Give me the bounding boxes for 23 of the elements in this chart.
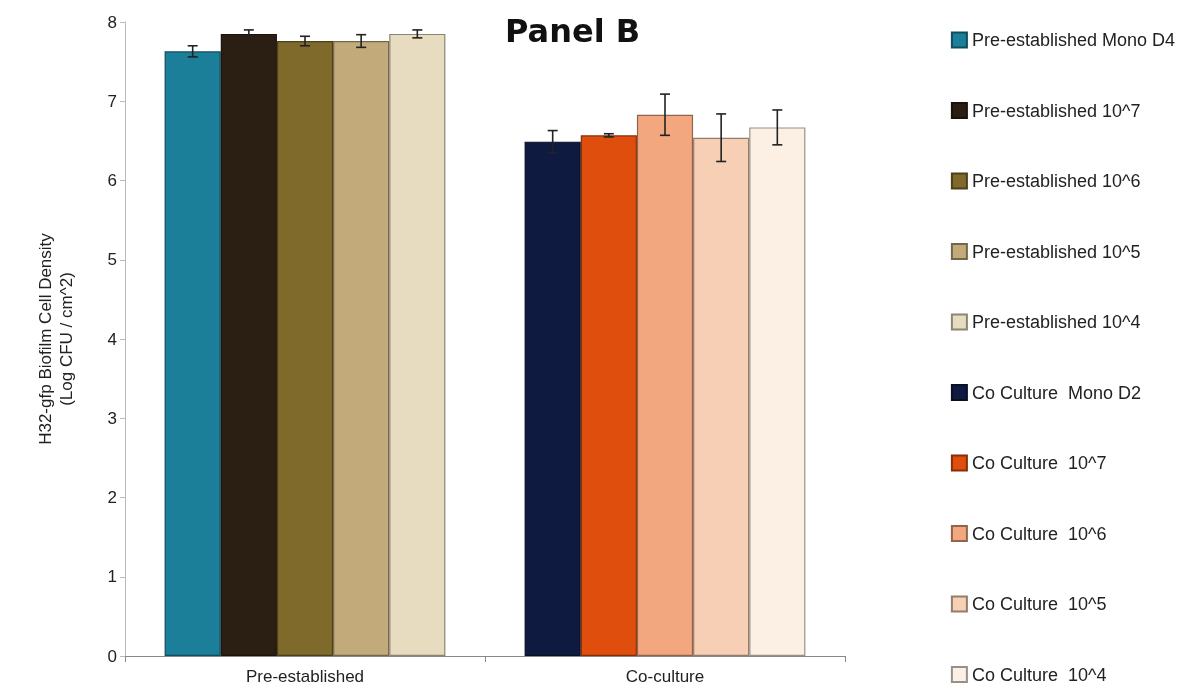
y-tick-label: 0 [107,646,117,666]
legend-label: Co Culture 10^5 [971,594,1107,614]
x-tick-label: Co-culture [625,667,705,686]
legend-label: Pre-established 10^4 [971,312,1141,332]
y-tick-label: 4 [107,329,117,349]
legend-label: Co Culture 10^4 [971,664,1107,685]
y-tick-label: 1 [107,567,117,587]
y-tick-label: 5 [107,250,117,270]
y-tick-label: 3 [107,408,117,428]
legend-label: Pre-established 10^5 [971,241,1141,262]
y-tick-label: 2 [107,488,117,507]
x-tick-label: Pre-established [245,667,365,686]
y-tick-label: 7 [107,91,117,111]
legend-label: Pre-established 10^6 [971,171,1141,191]
y-tick-label: 8 [107,12,117,32]
chart-title: Panel B [505,12,641,50]
y-axis-title: H32-gfp Biofilm Cell Density (Log CFU / cm^2) [36,232,76,445]
legend-label: Co Culture 10^7 [971,453,1107,473]
y-tick-label: 6 [107,171,117,190]
legend-label: Pre-established Mono D4 [971,30,1175,50]
legend-label: Co Culture Mono D2 [971,382,1141,403]
legend-label: Co Culture 10^6 [971,523,1107,544]
legend-label: Pre-established 10^7 [971,100,1141,121]
